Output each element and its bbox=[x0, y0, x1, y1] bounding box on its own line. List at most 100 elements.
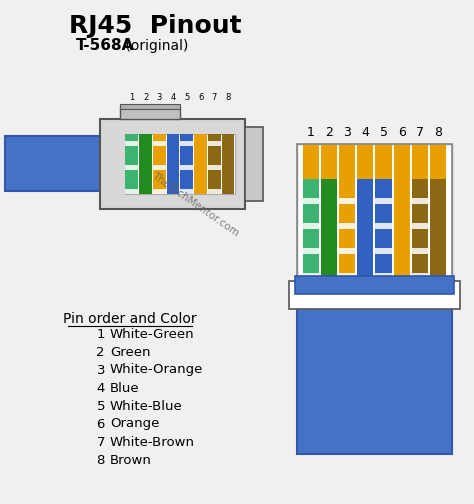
Bar bbox=[321, 144, 337, 179]
Bar bbox=[208, 165, 221, 170]
Bar bbox=[295, 276, 454, 294]
Bar bbox=[412, 248, 428, 254]
Bar bbox=[375, 223, 392, 229]
Bar bbox=[321, 179, 337, 279]
Bar bbox=[412, 223, 428, 229]
Text: 6: 6 bbox=[398, 125, 406, 139]
Bar bbox=[126, 188, 138, 194]
Bar bbox=[412, 179, 428, 279]
Text: Orange: Orange bbox=[110, 417, 159, 430]
Bar bbox=[339, 223, 356, 229]
Text: White-Brown: White-Brown bbox=[110, 435, 195, 449]
Text: 3: 3 bbox=[97, 363, 105, 376]
Bar bbox=[357, 179, 374, 279]
Bar bbox=[339, 273, 356, 279]
Bar bbox=[120, 107, 180, 119]
Text: T-568A: T-568A bbox=[76, 38, 134, 53]
Bar bbox=[339, 179, 356, 279]
Text: 2: 2 bbox=[97, 346, 105, 358]
Text: 8: 8 bbox=[97, 454, 105, 467]
Text: White-Blue: White-Blue bbox=[110, 400, 183, 412]
Bar bbox=[430, 144, 446, 179]
Bar bbox=[194, 134, 207, 194]
Text: 4: 4 bbox=[171, 93, 176, 101]
Text: 8: 8 bbox=[226, 93, 231, 101]
Text: 3: 3 bbox=[157, 93, 162, 101]
Bar bbox=[222, 134, 235, 194]
Bar bbox=[125, 134, 235, 194]
Text: 5: 5 bbox=[97, 400, 105, 412]
Bar bbox=[375, 179, 392, 279]
Bar bbox=[375, 248, 392, 254]
Bar bbox=[412, 273, 428, 279]
Bar bbox=[153, 165, 166, 170]
Bar bbox=[208, 134, 221, 194]
Bar bbox=[375, 199, 392, 204]
Text: 5: 5 bbox=[380, 125, 388, 139]
Bar bbox=[153, 188, 166, 194]
Bar bbox=[303, 248, 319, 254]
Bar bbox=[430, 179, 446, 279]
Text: 5: 5 bbox=[184, 93, 190, 101]
Bar bbox=[153, 141, 166, 146]
Text: 7: 7 bbox=[416, 125, 424, 139]
Bar bbox=[126, 134, 138, 194]
Bar bbox=[208, 141, 221, 146]
Text: 2: 2 bbox=[325, 125, 333, 139]
Text: 4: 4 bbox=[97, 382, 105, 395]
Text: 1: 1 bbox=[307, 125, 315, 139]
Bar bbox=[167, 134, 180, 194]
Bar bbox=[357, 144, 374, 179]
Bar bbox=[375, 144, 392, 179]
Text: 4: 4 bbox=[362, 125, 369, 139]
Bar bbox=[139, 134, 152, 194]
Bar bbox=[339, 199, 356, 204]
Bar bbox=[120, 104, 180, 109]
Text: White-Green: White-Green bbox=[110, 328, 195, 341]
Text: 6: 6 bbox=[97, 417, 105, 430]
Bar bbox=[5, 136, 105, 191]
Text: TheTechMentor.com: TheTechMentor.com bbox=[150, 170, 240, 238]
Text: 6: 6 bbox=[198, 93, 203, 101]
Text: 1: 1 bbox=[97, 328, 105, 341]
Bar bbox=[297, 284, 452, 454]
Text: Blue: Blue bbox=[110, 382, 140, 395]
Bar bbox=[339, 144, 356, 179]
Text: Pin order and Color: Pin order and Color bbox=[63, 312, 197, 326]
Bar bbox=[303, 199, 319, 204]
Text: 7: 7 bbox=[212, 93, 217, 101]
Bar bbox=[245, 127, 263, 201]
Bar bbox=[126, 165, 138, 170]
Text: Brown: Brown bbox=[110, 454, 152, 467]
Bar bbox=[181, 134, 193, 194]
Text: 7: 7 bbox=[97, 435, 105, 449]
Bar bbox=[375, 273, 392, 279]
Bar bbox=[181, 188, 193, 194]
Bar bbox=[393, 144, 410, 179]
Bar bbox=[208, 188, 221, 194]
Text: (original): (original) bbox=[121, 39, 189, 53]
Bar bbox=[181, 141, 193, 146]
Bar bbox=[412, 199, 428, 204]
Bar bbox=[126, 141, 138, 146]
Bar bbox=[303, 179, 319, 279]
Bar bbox=[297, 144, 452, 284]
Bar bbox=[153, 134, 166, 194]
Text: 1: 1 bbox=[129, 93, 135, 101]
Bar bbox=[393, 179, 410, 279]
Bar bbox=[303, 144, 319, 179]
Bar bbox=[297, 144, 452, 284]
Text: Green: Green bbox=[110, 346, 151, 358]
Bar bbox=[303, 273, 319, 279]
Text: RJ45  Pinout: RJ45 Pinout bbox=[69, 14, 241, 38]
Bar bbox=[339, 248, 356, 254]
Text: 8: 8 bbox=[434, 125, 442, 139]
Bar bbox=[303, 223, 319, 229]
Bar bbox=[100, 119, 245, 209]
Text: 2: 2 bbox=[143, 93, 148, 101]
Bar bbox=[412, 144, 428, 179]
Text: White-Orange: White-Orange bbox=[110, 363, 203, 376]
Text: 3: 3 bbox=[343, 125, 351, 139]
Bar bbox=[289, 281, 460, 309]
Bar bbox=[181, 165, 193, 170]
